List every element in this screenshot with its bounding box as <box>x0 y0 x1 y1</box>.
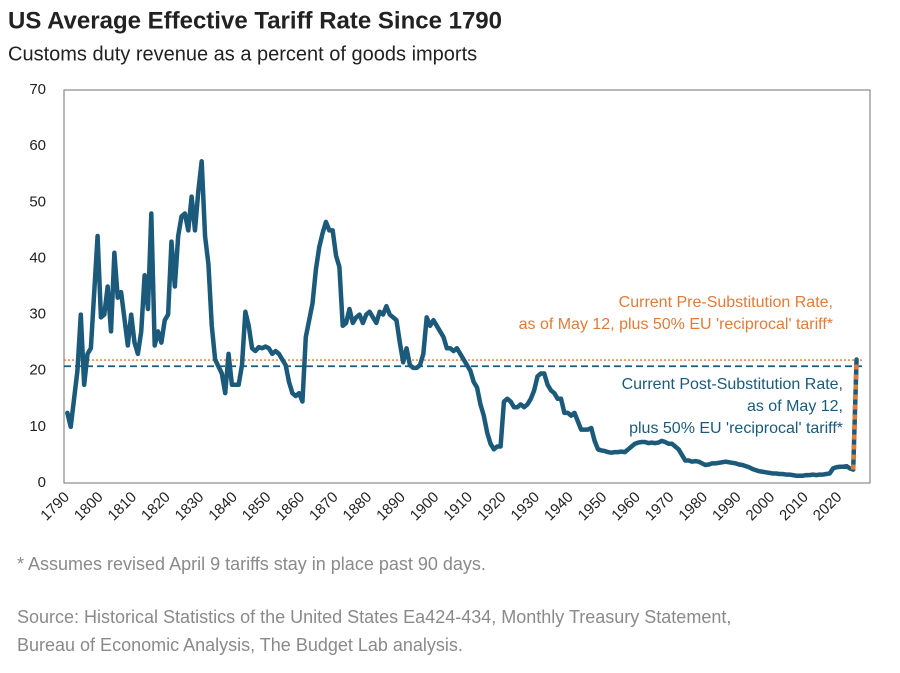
chart-subtitle: Customs duty revenue as a percent of goo… <box>8 43 477 65</box>
reference-label: plus 50% EU 'reciprocal' tariff* <box>629 420 843 437</box>
y-tick-label: 70 <box>29 81 46 98</box>
projection-dash <box>850 359 859 470</box>
y-tick-label: 30 <box>29 306 46 323</box>
reference-label: as of May 12, plus 50% EU 'reciprocal' t… <box>519 316 833 333</box>
source: Bureau of Economic Analysis, The Budget … <box>17 635 463 655</box>
chart-title: US Average Effective Tariff Rate Since 1… <box>8 7 502 34</box>
reference-label: Current Post-Substitution Rate, <box>622 376 843 393</box>
footnote: * Assumes revised April 9 tariffs stay i… <box>17 554 486 574</box>
plot-frame <box>63 89 871 484</box>
reference-label: as of May 12, <box>747 398 843 415</box>
tariff-line <box>65 159 856 478</box>
y-tick-label: 20 <box>29 362 46 379</box>
y-tick-label: 60 <box>29 137 46 154</box>
y-tick-label: 0 <box>38 474 46 491</box>
source: Source: Historical Statistics of the Uni… <box>17 607 731 627</box>
reference-label: Current Pre-Substitution Rate, <box>619 294 833 311</box>
y-tick-label: 50 <box>29 193 46 210</box>
y-tick-label: 10 <box>29 418 46 435</box>
y-tick-label: 40 <box>29 249 46 266</box>
